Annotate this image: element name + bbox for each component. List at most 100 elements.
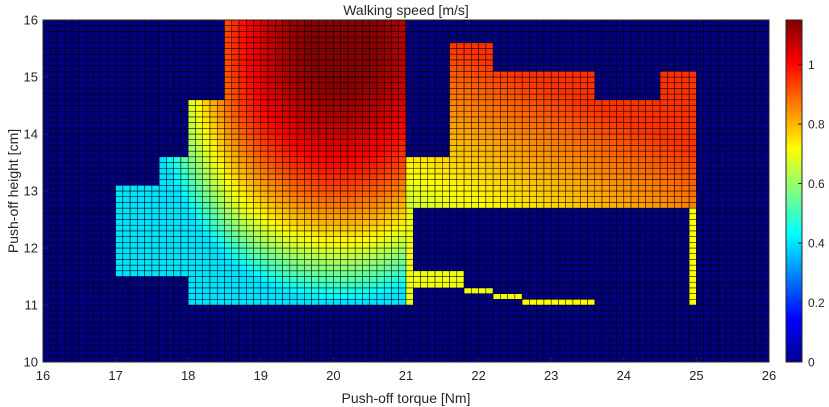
heatmap-cell [579, 213, 588, 220]
heatmap-cell [601, 179, 610, 186]
heatmap-cell [609, 162, 617, 169]
heatmap-cell [638, 321, 646, 329]
heatmap-cell [413, 82, 421, 89]
heatmap-cell [565, 82, 574, 89]
heatmap-cell [514, 213, 523, 220]
heatmap-cell [471, 99, 479, 106]
heatmap-cell [420, 48, 429, 55]
heatmap-cell [57, 128, 66, 135]
heatmap-cell [100, 196, 109, 203]
heatmap-cell [166, 179, 174, 186]
heatmap-cell [492, 36, 501, 44]
heatmap-cell [558, 333, 566, 340]
heatmap-cell [383, 48, 392, 55]
heatmap-cell [216, 110, 225, 118]
heatmap-cell [122, 42, 131, 49]
heatmap-cell [420, 264, 429, 272]
heatmap-cell [115, 82, 124, 89]
heatmap-cell [609, 105, 617, 112]
heatmap-cell [507, 59, 516, 66]
heatmap-cell [492, 48, 501, 55]
heatmap-cell [471, 36, 479, 44]
heatmap-cell [42, 333, 51, 340]
heatmap-cell [282, 82, 291, 89]
heatmap-cell [137, 110, 145, 118]
heatmap-cell [187, 76, 196, 83]
heatmap-cell [289, 71, 298, 78]
heatmap-cell [267, 156, 276, 163]
heatmap-cell [609, 173, 617, 180]
heatmap-cell [565, 145, 574, 152]
heatmap-cell [253, 42, 262, 49]
heatmap-cell [376, 287, 385, 294]
heatmap-cell [558, 36, 566, 44]
heatmap-cell [376, 88, 385, 95]
heatmap-cell [304, 71, 312, 78]
heatmap-cell [514, 338, 523, 346]
heatmap-cell [543, 122, 552, 129]
heatmap-cell [550, 196, 559, 203]
heatmap-cell [275, 25, 283, 32]
heatmap-cell [318, 310, 327, 317]
heatmap-cell [536, 133, 545, 140]
heatmap-cell [296, 350, 305, 357]
heatmap-cell [71, 219, 80, 226]
heatmap-cell [79, 350, 87, 357]
heatmap-cell [376, 207, 385, 215]
heatmap-cell [158, 356, 167, 363]
heatmap-cell [64, 36, 73, 44]
heatmap-cell [57, 82, 66, 89]
heatmap-cell [166, 350, 174, 357]
heatmap-cell [289, 128, 298, 135]
heatmap-cell [362, 281, 370, 289]
heatmap-cell [246, 327, 254, 334]
heatmap-cell [456, 293, 465, 300]
heatmap-cell [267, 356, 276, 363]
heatmap-cell [180, 139, 189, 146]
heatmap-cell [158, 327, 167, 334]
heatmap-cell [108, 202, 116, 209]
heatmap-cell [347, 110, 356, 118]
heatmap-cell [579, 264, 588, 272]
heatmap-cell [86, 310, 95, 317]
heatmap-cell [79, 42, 87, 49]
heatmap-cell [594, 19, 603, 26]
heatmap-cell [195, 338, 203, 346]
heatmap-cell [638, 167, 646, 175]
heatmap-cell [638, 82, 646, 89]
heatmap-cell [420, 293, 429, 300]
heatmap-cell [420, 88, 429, 95]
heatmap-cell [311, 219, 320, 226]
heatmap-cell [129, 253, 138, 260]
heatmap-cell [231, 304, 240, 311]
heatmap-cell [137, 82, 145, 89]
heatmap-cell [383, 93, 392, 101]
heatmap-cell [594, 36, 603, 44]
heatmap-cell [536, 53, 545, 61]
heatmap-cell [275, 287, 283, 294]
heatmap-cell [253, 31, 262, 38]
heatmap-cell [616, 167, 625, 175]
heatmap-cell [187, 82, 196, 89]
heatmap-cell [550, 128, 559, 135]
heatmap-cell [507, 185, 516, 192]
heatmap-cell [391, 242, 399, 249]
heatmap-cell [246, 333, 254, 340]
heatmap-cell [514, 281, 523, 289]
heatmap-cell [129, 316, 138, 323]
heatmap-cell [129, 270, 138, 277]
heatmap-cell [340, 59, 349, 66]
heatmap-cell [463, 196, 472, 203]
heatmap-cell [609, 270, 617, 277]
heatmap-cell [369, 310, 378, 317]
heatmap-cell [369, 224, 378, 232]
heatmap-cell [413, 213, 421, 220]
heatmap-cell [572, 105, 581, 112]
heatmap-cell [347, 287, 356, 294]
heatmap-cell [492, 344, 501, 351]
heatmap-cell [638, 338, 646, 346]
heatmap-cell [289, 88, 298, 95]
heatmap-cell [202, 179, 211, 186]
heatmap-cell [289, 202, 298, 209]
heatmap-cell [260, 133, 269, 140]
